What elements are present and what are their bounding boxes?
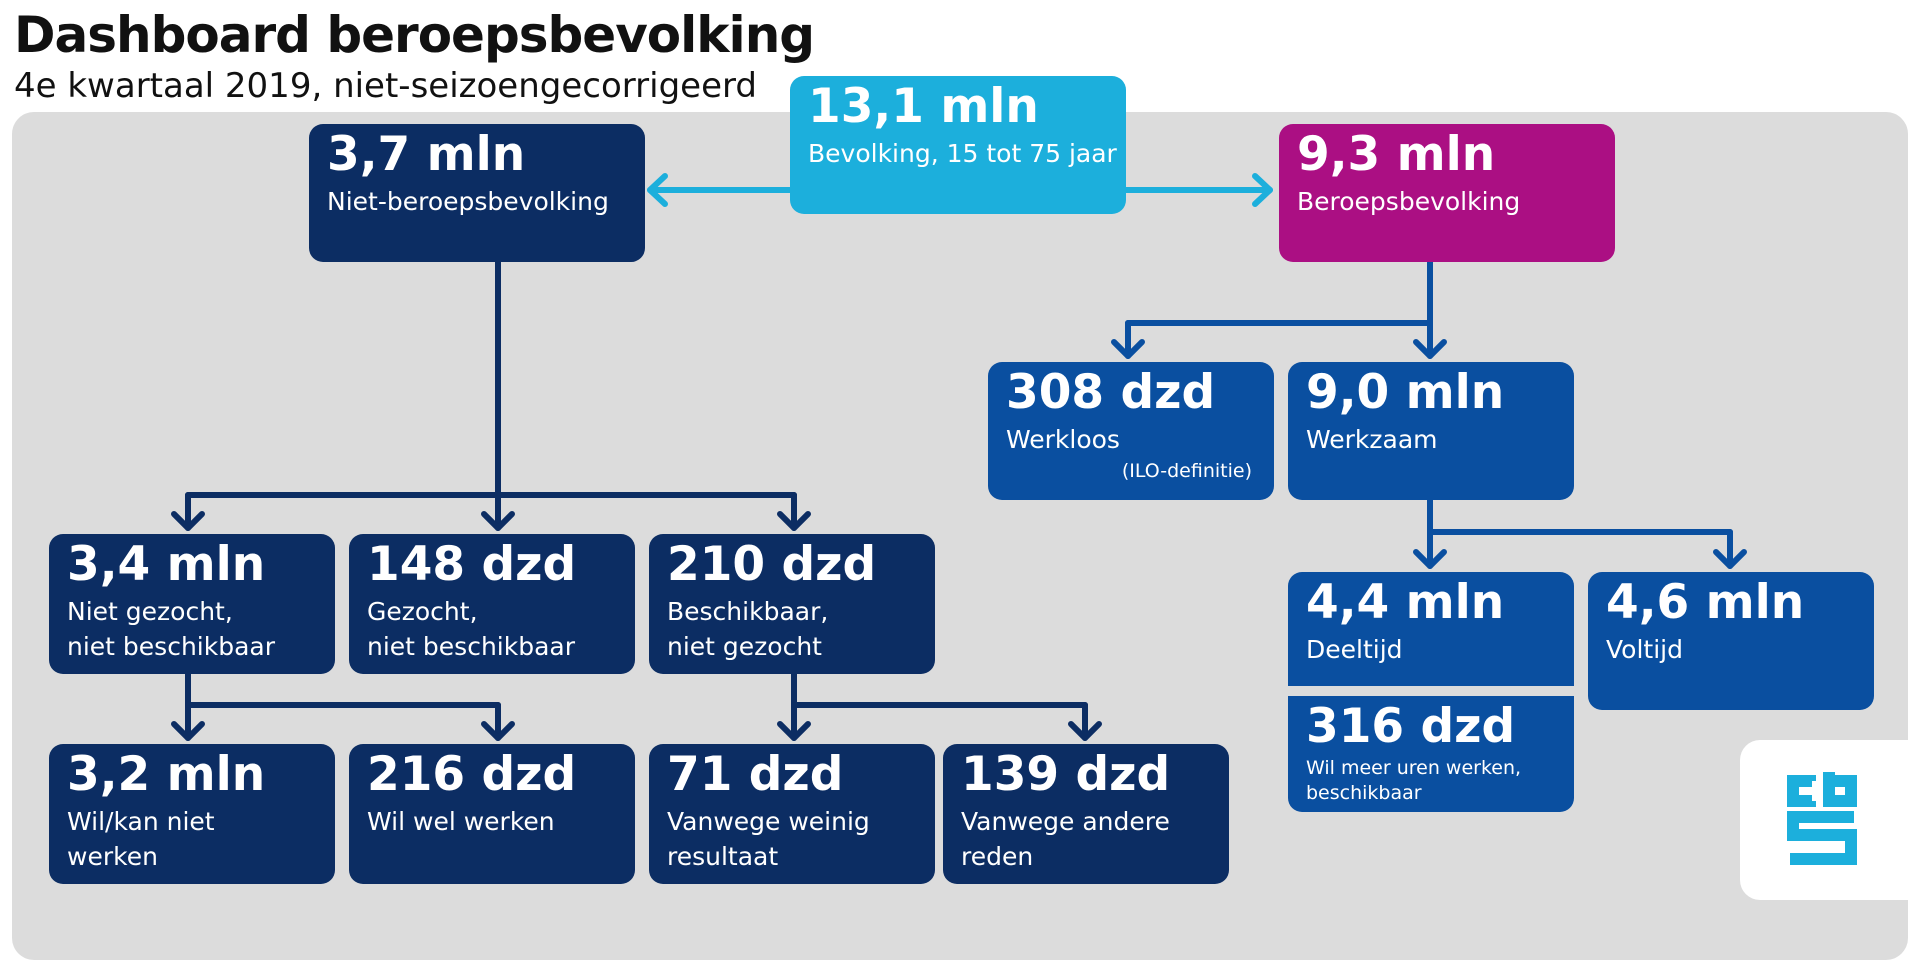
andere-reden-box: 139 dzd Vanwege andere reden [943, 744, 1229, 884]
bevolking-label: Bevolking, 15 tot 75 jaar [808, 139, 1117, 168]
beschikbaar-box: 210 dzd Beschikbaar, niet gezocht [649, 534, 935, 674]
niet-gezocht-value: 3,4 mln [67, 537, 266, 592]
beroepsbevolking-label: Beroepsbevolking [1297, 187, 1521, 216]
werkloos-value: 308 dzd [1006, 365, 1216, 420]
wil-kan-niet-box: 3,2 mln Wil/kan niet werken [49, 744, 335, 884]
bevolking-value: 13,1 mln [808, 79, 1039, 134]
beroeps-arrows [1111, 259, 1747, 569]
wil-kan-niet-label-line1: Wil/kan niet [67, 807, 215, 836]
meer-uren-value: 316 dzd [1306, 699, 1516, 754]
andere-reden-label-line2: reden [961, 842, 1034, 871]
weinig-resultaat-value: 71 dzd [667, 747, 844, 802]
weinig-resultaat-box: 71 dzd Vanwege weinig resultaat [649, 744, 935, 884]
andere-reden-label-line1: Vanwege andere [961, 807, 1170, 836]
niet-gezocht-box: 3,4 mln Niet gezocht, niet beschikbaar [49, 534, 335, 674]
andere-reden-value: 139 dzd [961, 747, 1171, 802]
beschikbaar-value: 210 dzd [667, 537, 877, 592]
meer-uren-box: 316 dzd Wil meer uren werken, beschikbaa… [1288, 696, 1574, 812]
bevolking-arrows [647, 173, 1273, 207]
gezocht-value: 148 dzd [367, 537, 577, 592]
gezocht-box: 148 dzd Gezocht, niet beschikbaar [349, 534, 635, 674]
page-subtitle: 4e kwartaal 2019, niet-seizoengecorrigee… [14, 66, 757, 106]
deeltijd-box: 4,4 mln Deeltijd [1288, 572, 1574, 686]
cbs-logo-icon [1787, 772, 1857, 865]
wil-wel-value: 216 dzd [367, 747, 577, 802]
werkzaam-value: 9,0 mln [1306, 365, 1505, 420]
meer-uren-label-line2: beschikbaar [1306, 782, 1422, 804]
voltijd-label: Voltijd [1606, 635, 1683, 664]
gezocht-label-line2: niet beschikbaar [367, 632, 575, 661]
wil-wel-label: Wil wel werken [367, 807, 555, 836]
weinig-resultaat-label-line2: resultaat [667, 842, 779, 871]
deeltijd-value: 4,4 mln [1306, 575, 1505, 630]
werkloos-label: Werkloos [1006, 425, 1120, 454]
tree-arrows [171, 259, 1102, 741]
beschikbaar-label-line2: niet gezocht [667, 632, 822, 661]
weinig-resultaat-label-line1: Vanwege weinig [667, 807, 870, 836]
werkzaam-box: 9,0 mln Werkzaam [1288, 362, 1574, 500]
niet-gezocht-label-line2: niet beschikbaar [67, 632, 275, 661]
werkloos-box: 308 dzd Werkloos (ILO-definitie) [988, 362, 1274, 500]
page-title: Dashboard beroepsbevolking [14, 6, 815, 64]
werkloos-note: (ILO-definitie) [1121, 460, 1252, 482]
niet-beroepsbevolking-label: Niet-beroepsbevolking [327, 187, 609, 216]
voltijd-value: 4,6 mln [1606, 575, 1805, 630]
niet-beroepsbevolking-value: 3,7 mln [327, 127, 526, 182]
wil-kan-niet-value: 3,2 mln [67, 747, 266, 802]
deeltijd-label: Deeltijd [1306, 635, 1403, 664]
niet-gezocht-label-line1: Niet gezocht, [67, 597, 233, 626]
beschikbaar-label-line1: Beschikbaar, [667, 597, 829, 626]
niet-beroepsbevolking-box: 3,7 mln Niet-beroepsbevolking [309, 124, 645, 262]
meer-uren-label-line1: Wil meer uren werken, [1306, 757, 1522, 779]
beroepsbevolking-box: 9,3 mln Beroepsbevolking [1279, 124, 1615, 262]
wil-kan-niet-label-line2: werken [67, 842, 158, 871]
gezocht-label-line1: Gezocht, [367, 597, 478, 626]
logo-card [1740, 740, 1908, 900]
werkzaam-label: Werkzaam [1306, 425, 1438, 454]
bevolking-box: 13,1 mln Bevolking, 15 tot 75 jaar [790, 76, 1126, 214]
beroepsbevolking-value: 9,3 mln [1297, 127, 1496, 182]
voltijd-box: 4,6 mln Voltijd [1588, 572, 1874, 710]
wil-wel-box: 216 dzd Wil wel werken [349, 744, 635, 884]
